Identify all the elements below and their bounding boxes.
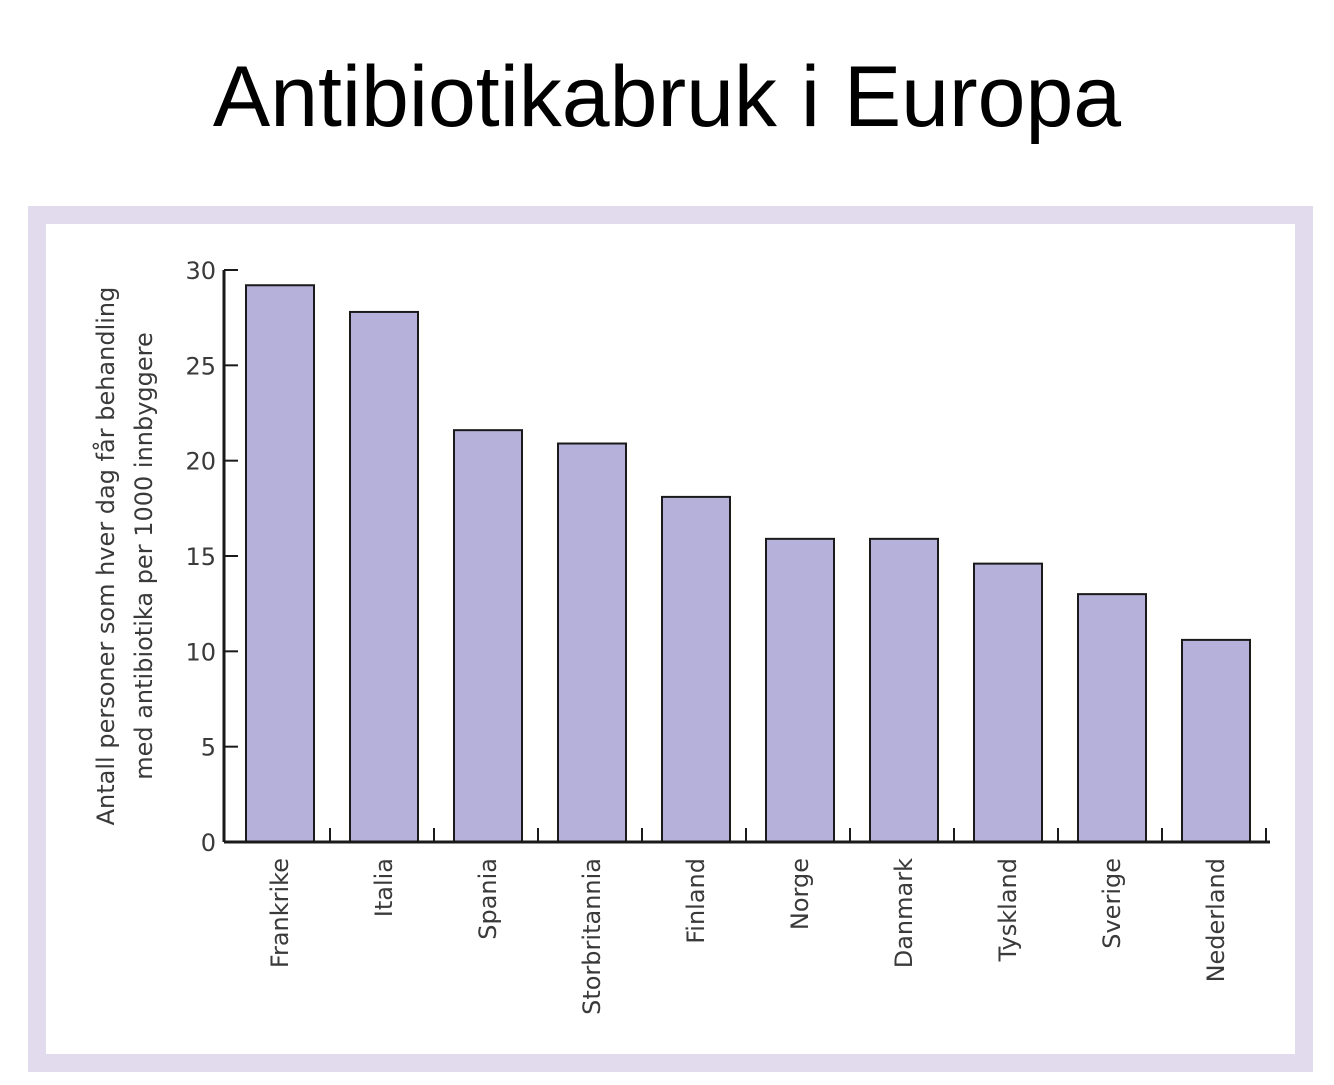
bar-italia bbox=[349, 310, 419, 843]
bar-finland bbox=[661, 495, 731, 843]
y-tick-label-0: 0 bbox=[201, 829, 216, 857]
bar-storbritannia bbox=[557, 442, 627, 843]
bar-sverige bbox=[1077, 593, 1147, 844]
x-tick-label-italia: Italia bbox=[370, 858, 398, 917]
y-tick-label-25: 25 bbox=[185, 352, 216, 380]
x-tick-label-storbritannia: Storbritannia bbox=[578, 858, 606, 1015]
x-tick-label-spania: Spania bbox=[474, 858, 502, 940]
bar-danmark bbox=[869, 537, 939, 844]
bar-nederland bbox=[1181, 638, 1251, 843]
bar-tyskland bbox=[973, 562, 1043, 843]
y-tick-label-15: 15 bbox=[185, 543, 216, 571]
y-axis-title-line-1: Antall personer som hver dag får behandl… bbox=[91, 287, 120, 826]
slide-title: Antibiotikabruk i Europa bbox=[212, 49, 1122, 145]
x-tick-label-norge: Norge bbox=[786, 858, 814, 930]
y-tick-label-10: 10 bbox=[185, 638, 216, 666]
x-tick-label-finland: Finland bbox=[682, 858, 710, 944]
y-axis-title-line-2: med antibiotika per 1000 innbyggere bbox=[130, 332, 158, 780]
bar-frankrike bbox=[245, 284, 315, 843]
x-tick-label-danmark: Danmark bbox=[890, 858, 918, 968]
y-tick-label-5: 5 bbox=[201, 734, 216, 762]
y-tick-label-20: 20 bbox=[185, 448, 216, 476]
bar-spania bbox=[453, 429, 523, 843]
y-tick-label-30: 30 bbox=[185, 257, 216, 285]
x-tick-label-nederland: Nederland bbox=[1202, 858, 1230, 982]
x-tick-label-sverige: Sverige bbox=[1098, 858, 1126, 949]
x-tick-label-frankrike: Frankrike bbox=[266, 858, 294, 968]
bar-norge bbox=[765, 537, 835, 844]
x-tick-label-tyskland: Tyskland bbox=[994, 858, 1022, 962]
